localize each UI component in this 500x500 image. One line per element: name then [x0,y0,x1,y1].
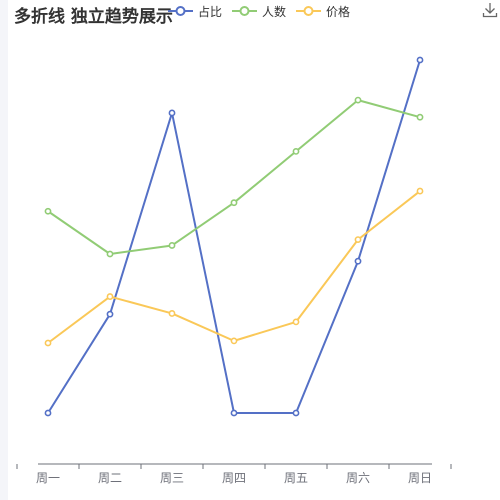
x-tick-label: 周二 [98,471,122,485]
legend-line-swatch-icon [296,6,322,16]
data-point [292,147,300,155]
download-icon[interactable] [482,2,498,18]
data-point [106,310,114,318]
legend-line-swatch-icon [232,6,258,16]
legend-item-人数[interactable]: 人数 [232,3,286,20]
data-point [44,409,52,417]
data-point [416,56,424,64]
data-point [416,187,424,195]
data-point [168,310,176,317]
data-point [230,199,238,207]
data-point [354,257,362,265]
legend-label: 人数 [262,4,287,19]
data-point [230,337,238,345]
x-tick-label: 周日 [408,471,432,485]
data-point [106,250,114,258]
data-point [168,242,176,249]
legend-label: 占比 [198,4,223,19]
x-tick-label: 周一 [36,471,60,485]
x-tick-label: 周六 [346,471,370,485]
data-point [230,409,238,417]
data-point [106,293,114,300]
series-line [47,59,421,414]
data-point [292,409,300,417]
x-tick-label: 周五 [284,471,308,485]
legend-item-价格[interactable]: 价格 [296,3,350,20]
data-point [354,96,362,104]
series-line [47,99,421,255]
data-point [354,236,362,244]
legend-line-swatch-icon [168,6,193,16]
x-tick-label: 周四 [222,471,246,485]
legend-label: 价格 [326,4,351,19]
data-point [44,339,52,347]
series-line [47,190,421,344]
data-point [44,207,52,215]
left-edge-strip [0,0,8,500]
chart-title: 多折线 独立趋势展示 [14,7,173,27]
data-point [292,318,300,326]
legend-item-占比[interactable]: 占比 [168,3,222,20]
x-tick-label: 周三 [160,471,184,485]
legend: 占比 人数 价格 [168,2,360,20]
data-point [168,109,176,117]
data-point [416,113,424,121]
